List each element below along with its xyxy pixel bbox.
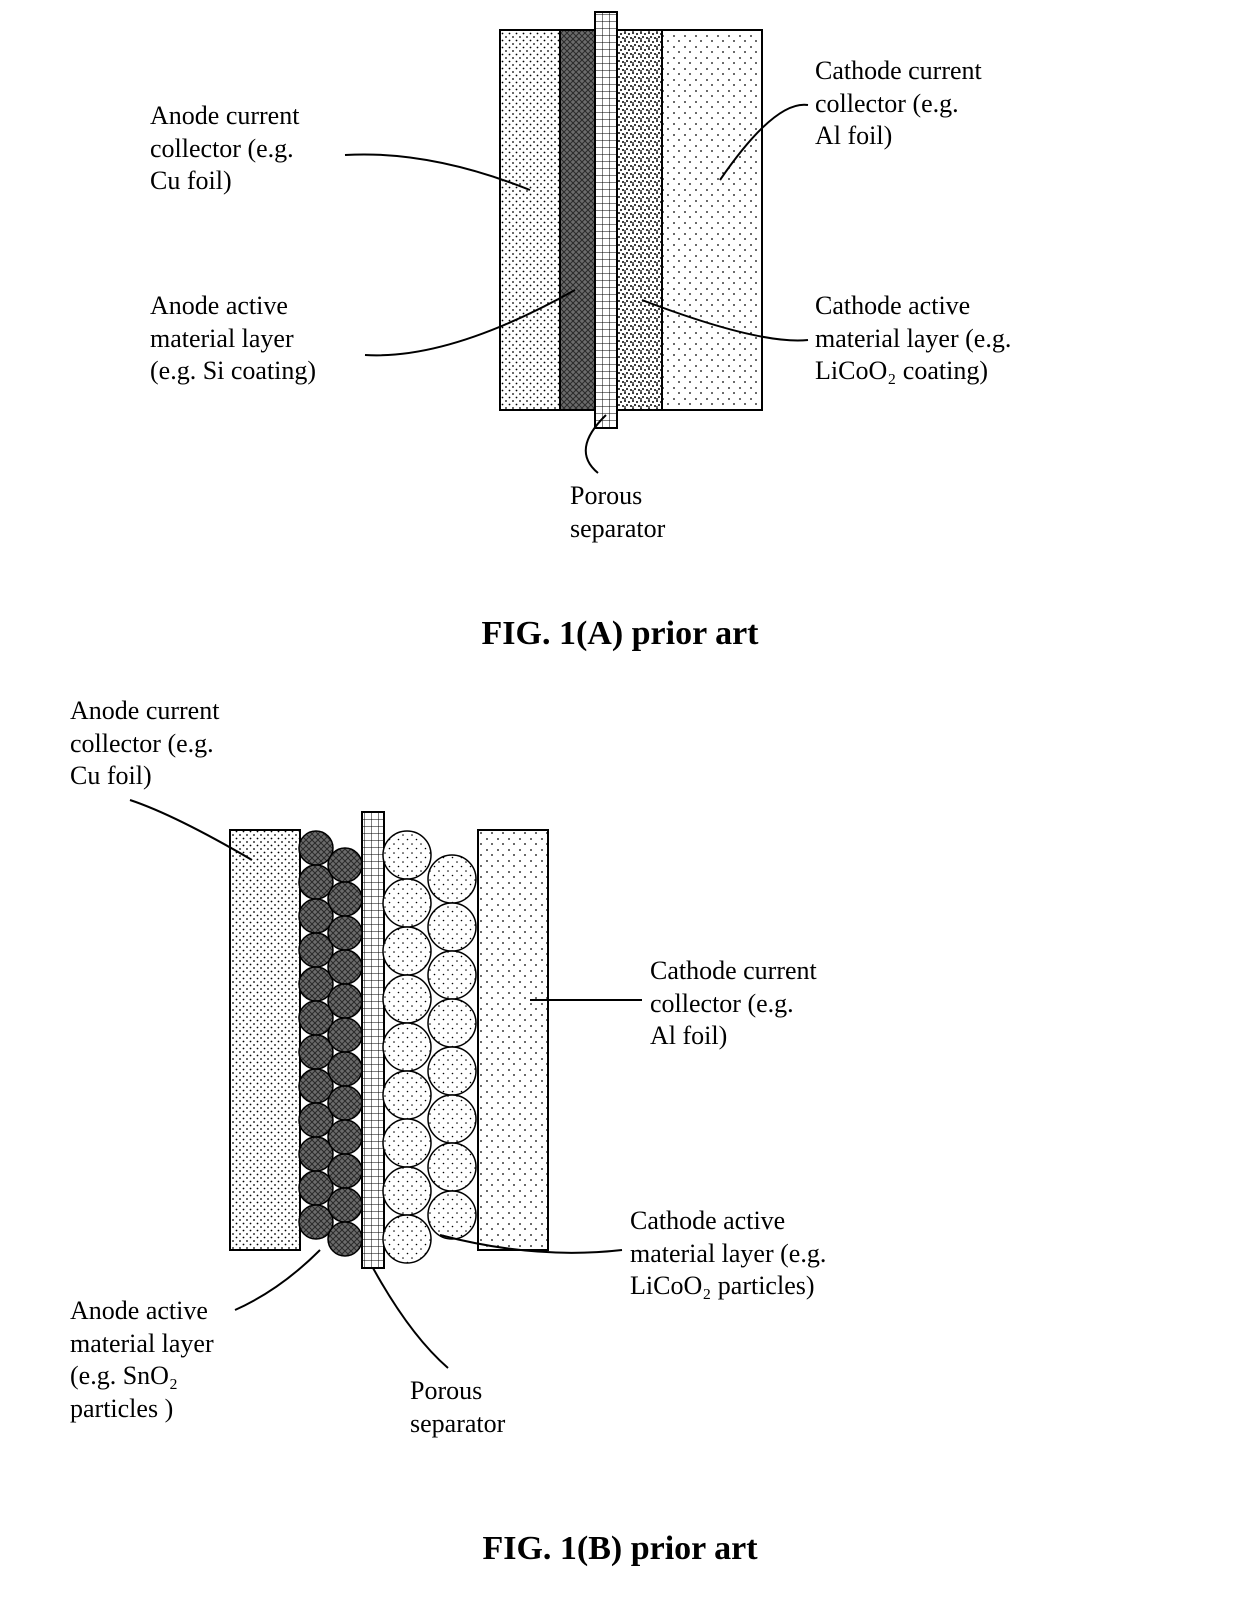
fig-b-cathode-collector-label: Cathode current collector (e.g. Al foil) <box>650 955 817 1053</box>
fig-a-anode-active-label: Anode active material layer (e.g. Si coa… <box>150 290 316 388</box>
fig-a-separator-label: Porous separator <box>570 480 665 545</box>
fig-a-anode-collector-layer <box>500 30 560 410</box>
fig-b-anode-collector-layer <box>230 830 300 1250</box>
fig-a-caption: FIG. 1(A) prior art <box>0 615 1240 653</box>
fig-b-diagram <box>230 812 548 1268</box>
fig-a-cathode-active-layer <box>617 30 662 410</box>
fig-a-anode-active-layer <box>560 30 595 410</box>
fig-a-diagram <box>500 12 762 428</box>
fig-b-caption: FIG. 1(B) prior art <box>0 1530 1240 1568</box>
fig-a-cathode-collector-label: Cathode current collector (e.g. Al foil) <box>815 55 982 153</box>
fig-b-anode-collector-label: Anode current collector (e.g. Cu foil) <box>70 695 219 793</box>
fig-b-cathode-collector-layer <box>478 830 548 1250</box>
fig-a-cathode-collector-layer <box>662 30 762 410</box>
fig-b-cathode-particles <box>383 831 476 1263</box>
fig-b-anode-particles <box>299 831 362 1256</box>
fig-a-anode-collector-label: Anode current collector (e.g. Cu foil) <box>150 100 299 198</box>
fig-a-separator-layer <box>595 12 617 428</box>
fig-b-separator-label: Porous separator <box>410 1375 505 1440</box>
fig-b-separator-layer <box>362 812 384 1268</box>
fig-b-anode-active-label: Anode active material layer (e.g. SnO₂ p… <box>70 1295 214 1425</box>
fig-b-cathode-active-label: Cathode active material layer (e.g. LiCo… <box>630 1205 826 1303</box>
fig-a-cathode-active-label: Cathode active material layer (e.g. LiCo… <box>815 290 1011 388</box>
